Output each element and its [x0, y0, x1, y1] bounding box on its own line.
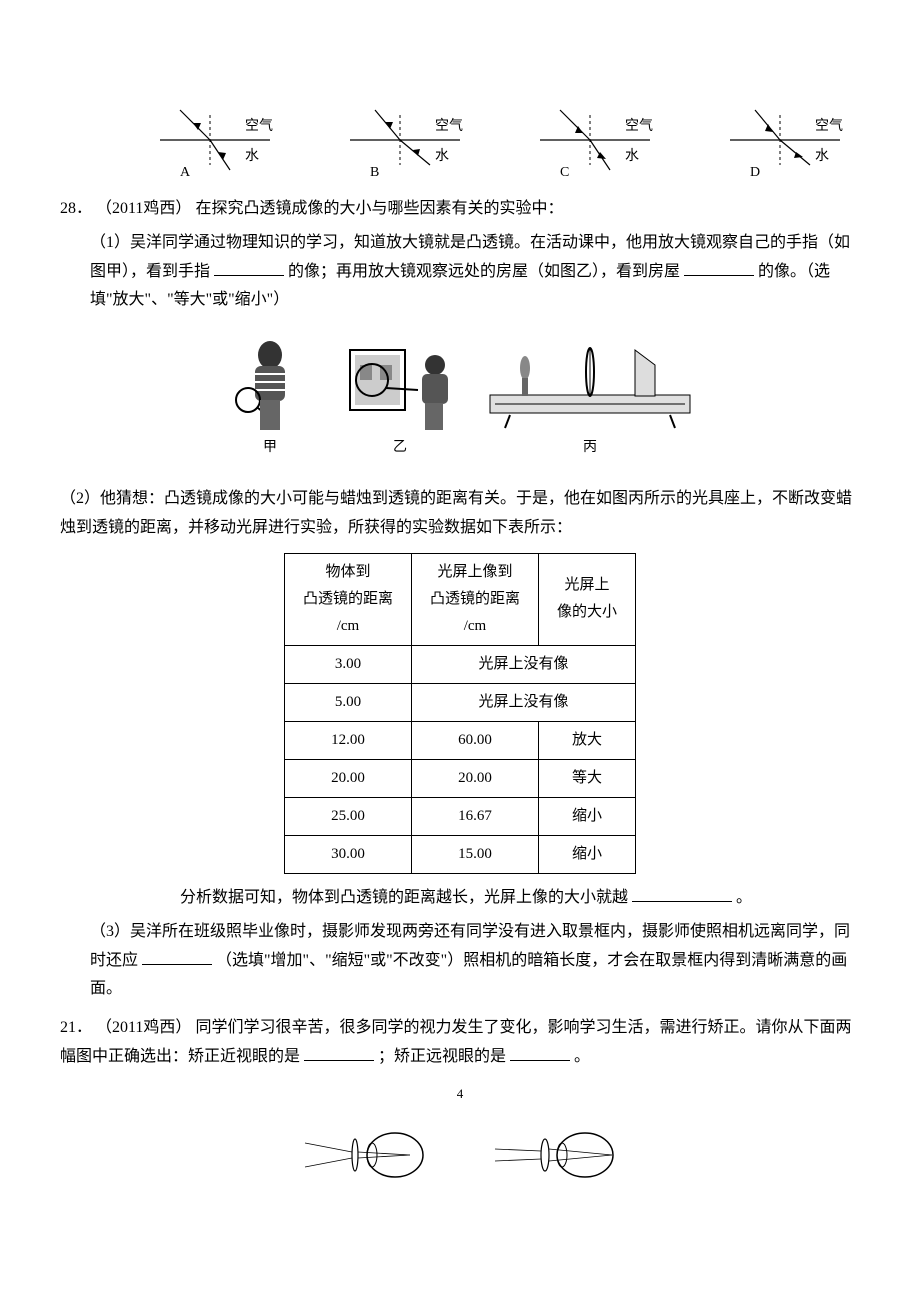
option-d-label: D [750, 165, 760, 180]
refraction-option-a: 空气 水 A [145, 100, 285, 180]
eye-diagram-left [300, 1125, 430, 1185]
table-cell: 25.00 [284, 797, 411, 835]
blank-hyperopia [510, 1045, 570, 1061]
blank-camera-adjust [142, 949, 212, 965]
water-label: 水 [245, 148, 259, 164]
refraction-diagram-d: 空气 水 D [720, 100, 850, 180]
figure-yi-svg [340, 330, 460, 430]
table-header-img: 光屏上像到 凸透镜的距离 /cm [411, 553, 538, 645]
blank-finger-image [214, 260, 284, 276]
figure-yi: 乙 [340, 330, 460, 460]
q28-part2-intro: （2）他猜想：凸透镜成像的大小可能与蜡烛到透镜的距离有关。于是，他在如图丙所示的… [60, 485, 860, 543]
refraction-option-b: 空气 水 B [335, 100, 475, 180]
refraction-option-d: 空气 水 D [715, 100, 855, 180]
table-cell: 缩小 [539, 835, 636, 873]
caption-bing: 丙 [583, 435, 597, 460]
q28-part1: （1）吴洋同学通过物理知识的学习，知道放大镜就是凸透镜。在活动课中，他用放大镜观… [60, 229, 860, 315]
q28-conclusion-a: 分析数据可知，物体到凸透镜的距离越长，光屏上像的大小就越 [180, 889, 628, 906]
q28-part3: （3）吴洋所在班级照毕业像时，摄影师发现两旁还有同学没有进入取景框内，摄影师使照… [60, 918, 860, 1004]
air-label: 空气 [435, 118, 463, 134]
refraction-diagram-b: 空气 水 B [340, 100, 470, 180]
q28-conclusion-b: 。 [736, 889, 752, 906]
page-number: 4 [60, 1082, 860, 1105]
water-label: 水 [625, 148, 639, 164]
water-label: 水 [815, 148, 829, 164]
q21-text-b: ；矫正远视眼的是 [378, 1048, 506, 1065]
table-cell: 光屏上没有像 [411, 645, 635, 683]
table-cell: 60.00 [411, 721, 538, 759]
question-21: 21． （2011鸡西） 同学们学习很辛苦，很多同学的视力发生了变化，影响学习生… [60, 1014, 860, 1072]
q21-source: （2011鸡西） [96, 1019, 191, 1036]
table-cell: 等大 [539, 759, 636, 797]
table-row: 3.00 光屏上没有像 [284, 645, 635, 683]
table-row: 12.00 60.00 放大 [284, 721, 635, 759]
table-cell: 光屏上没有像 [411, 683, 635, 721]
eye-diagrams-row [60, 1125, 860, 1185]
table-row: 5.00 光屏上没有像 [284, 683, 635, 721]
q28-intro: 在探究凸透镜成像的大小与哪些因素有关的实验中： [195, 200, 563, 217]
table-header-obj: 物体到 凸透镜的距离 /cm [284, 553, 411, 645]
air-label: 空气 [625, 118, 653, 134]
figure-bing: 丙 [480, 330, 700, 460]
table-row: 25.00 16.67 缩小 [284, 797, 635, 835]
table-row: 30.00 15.00 缩小 [284, 835, 635, 873]
q28-figures: 甲 乙 [60, 330, 860, 460]
figure-bing-svg [480, 330, 700, 430]
table-cell: 16.67 [411, 797, 538, 835]
table-header-row: 物体到 凸透镜的距离 /cm 光屏上像到 凸透镜的距离 /cm 光屏上 像的大小 [284, 553, 635, 645]
figure-jia: 甲 [220, 330, 320, 460]
refraction-diagram-a: 空气 水 A [150, 100, 280, 180]
q28-part1-b: 的像；再用放大镜观察远处的房屋（如图乙），看到房屋 [288, 263, 680, 280]
option-b-label: B [370, 165, 379, 180]
q28-data-table: 物体到 凸透镜的距离 /cm 光屏上像到 凸透镜的距离 /cm 光屏上 像的大小… [284, 553, 636, 874]
water-label: 水 [435, 148, 449, 164]
option-c-label: C [560, 165, 569, 180]
table-cell: 3.00 [284, 645, 411, 683]
q28-source: （2011鸡西） [96, 200, 191, 217]
table-cell: 15.00 [411, 835, 538, 873]
option-a-label: A [180, 165, 191, 180]
q28-part2-conclusion: 分析数据可知，物体到凸透镜的距离越长，光屏上像的大小就越 。 [60, 884, 860, 913]
table-cell: 12.00 [284, 721, 411, 759]
caption-yi: 乙 [393, 435, 407, 460]
refraction-options-row: 空气 水 A 空气 水 B 空气 水 C [140, 100, 860, 180]
eye-diagram-right [490, 1125, 620, 1185]
q28-number: 28． [60, 200, 92, 217]
blank-house-image [684, 260, 754, 276]
air-label: 空气 [245, 118, 273, 134]
q21-number: 21． [60, 1019, 92, 1036]
figure-jia-svg [220, 330, 320, 430]
blank-myopia [304, 1045, 374, 1061]
table-cell: 20.00 [411, 759, 538, 797]
table-cell: 放大 [539, 721, 636, 759]
caption-jia: 甲 [263, 435, 277, 460]
table-cell: 20.00 [284, 759, 411, 797]
question-28: 28． （2011鸡西） 在探究凸透镜成像的大小与哪些因素有关的实验中： （1）… [60, 195, 860, 1004]
refraction-option-c: 空气 水 C [525, 100, 665, 180]
air-label: 空气 [815, 118, 843, 134]
table-cell: 5.00 [284, 683, 411, 721]
refraction-diagram-c: 空气 水 C [530, 100, 660, 180]
table-header-size: 光屏上 像的大小 [539, 553, 636, 645]
table-cell: 30.00 [284, 835, 411, 873]
blank-image-size-trend [632, 886, 732, 902]
table-row: 20.00 20.00 等大 [284, 759, 635, 797]
q21-text-c: 。 [574, 1048, 590, 1065]
table-cell: 缩小 [539, 797, 636, 835]
